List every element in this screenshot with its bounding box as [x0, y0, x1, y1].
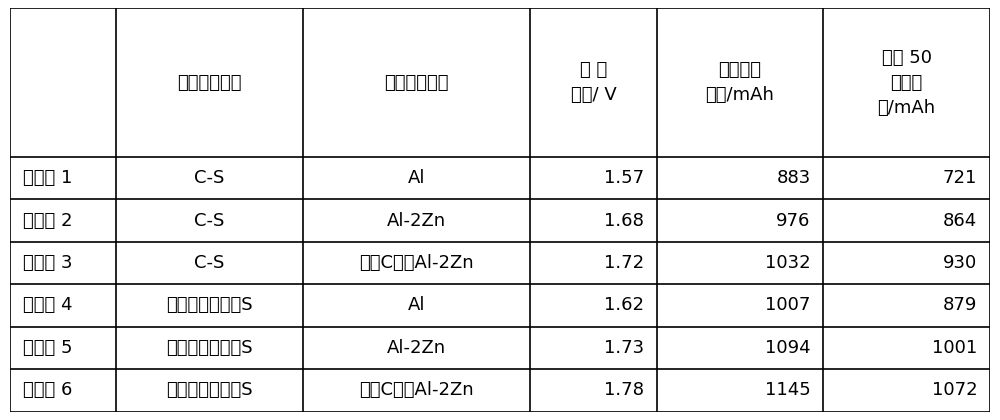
Text: 纳米C包覆Al-2Zn: 纳米C包覆Al-2Zn: [359, 254, 474, 272]
Text: 1072: 1072: [932, 381, 977, 399]
Text: 1.57: 1.57: [604, 169, 644, 187]
Text: C-S: C-S: [194, 254, 225, 272]
Text: 1094: 1094: [765, 339, 811, 357]
Text: 1.68: 1.68: [604, 212, 644, 230]
Text: Al: Al: [408, 169, 425, 187]
Text: 1.73: 1.73: [604, 339, 644, 357]
Text: 纳米聚苯胺包覆S: 纳米聚苯胺包覆S: [166, 381, 253, 399]
Text: Al-2Zn: Al-2Zn: [387, 339, 446, 357]
Text: 负极活性材料: 负极活性材料: [384, 74, 449, 92]
Text: C-S: C-S: [194, 212, 225, 230]
Text: 1007: 1007: [765, 297, 811, 315]
Text: 初始放电
容量/mAh: 初始放电 容量/mAh: [706, 61, 774, 104]
Text: 864: 864: [943, 212, 977, 230]
Text: 实施例 2: 实施例 2: [23, 212, 72, 230]
Text: 开 路
电压/ V: 开 路 电压/ V: [571, 61, 616, 104]
Text: 976: 976: [776, 212, 811, 230]
Text: 正极活性材料: 正极活性材料: [177, 74, 242, 92]
Text: 879: 879: [943, 297, 977, 315]
Text: 883: 883: [776, 169, 811, 187]
Text: 纳米聚苯胺包覆S: 纳米聚苯胺包覆S: [166, 297, 253, 315]
Text: C-S: C-S: [194, 169, 225, 187]
Text: 实施例 1: 实施例 1: [23, 169, 72, 187]
Text: 1.62: 1.62: [604, 297, 644, 315]
Text: 实施例 5: 实施例 5: [23, 339, 72, 357]
Text: 721: 721: [943, 169, 977, 187]
Text: 实施例 6: 实施例 6: [23, 381, 72, 399]
Text: 纳米聚苯胺包覆S: 纳米聚苯胺包覆S: [166, 339, 253, 357]
Text: 循环 50
次后容
量/mAh: 循环 50 次后容 量/mAh: [878, 49, 936, 117]
Text: 实施例 4: 实施例 4: [23, 297, 72, 315]
Text: 实施例 3: 实施例 3: [23, 254, 72, 272]
Text: 930: 930: [943, 254, 977, 272]
Text: 1145: 1145: [765, 381, 811, 399]
Text: 1.78: 1.78: [604, 381, 644, 399]
Text: Al-2Zn: Al-2Zn: [387, 212, 446, 230]
Text: 1032: 1032: [765, 254, 811, 272]
Text: 1.72: 1.72: [604, 254, 644, 272]
Text: 纳米C包覆Al-2Zn: 纳米C包覆Al-2Zn: [359, 381, 474, 399]
Text: Al: Al: [408, 297, 425, 315]
Text: 1001: 1001: [932, 339, 977, 357]
